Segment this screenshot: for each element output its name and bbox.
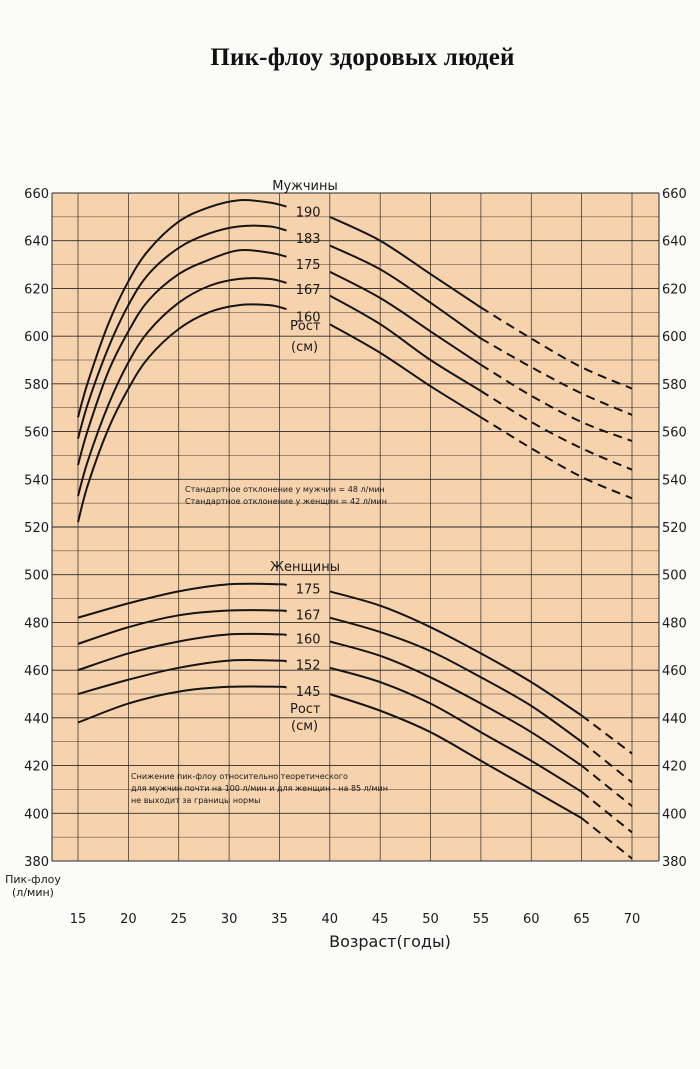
men-series-label-183: 183 [296,232,321,247]
women-series-label-152: 152 [296,659,321,674]
women-series-label-167: 167 [296,609,321,624]
series-lines [77,199,633,860]
y-tick-label-right: 400 [662,807,687,822]
men-line-190-left [77,199,287,418]
y-tick-label-left: 620 [24,282,49,297]
y-tick-label-left: 480 [24,616,49,631]
y-tick-label-left: 660 [24,187,49,202]
women-heading: Женщины [270,560,340,575]
axis-ticks: 380 380 400 400 420 420 440 440 460 460 480 480 500 5… [24,187,687,927]
women-line-167-left [77,609,288,645]
x-tick-label: 50 [422,912,439,927]
women-line-175-projected [580,714,633,755]
note-line-3: не выходит за границы нормы [131,796,260,805]
women-line-160-right [329,640,583,767]
y-tick-label-left: 600 [24,330,49,345]
men-height-label-1: Рост [290,319,321,334]
women-series-label-145: 145 [296,685,321,700]
women-line-152-projected [580,791,633,834]
men-line-160-left [77,303,287,523]
x-tick-label: 35 [271,912,288,927]
men-height-label-2: (см) [291,340,318,355]
women-line-145-right [329,693,583,819]
x-axis-label: Возраст(годы) [329,932,451,951]
x-tick-label: 60 [523,912,540,927]
men-line-183-right [329,244,482,340]
y-tick-label-left: 400 [24,807,49,822]
y-tick-label-right: 580 [662,378,687,393]
std-dev-women: Стандартное отклонение у женщин = 42 л/м… [185,497,387,506]
x-tick-label: 45 [372,912,389,927]
y-tick-label-left: 560 [24,426,49,441]
y-tick-label-left: 640 [24,235,49,250]
x-tick-label: 55 [473,912,490,927]
y-tick-label-right: 500 [662,569,687,584]
women-line-167-projected [580,740,633,784]
women-series-label-175: 175 [296,582,321,597]
y-tick-label-right: 440 [662,712,687,727]
y-tick-label-right: 460 [662,664,687,679]
y-tick-label-left: 380 [24,855,49,870]
men-series-label-175: 175 [296,258,321,273]
y-axis-label-2: (л/мин) [12,886,54,899]
note-line-1: Снижение пик-флоу относительно теоретиче… [131,772,348,781]
men-series-label-167: 167 [296,283,321,298]
men-series-label-190: 190 [296,206,321,221]
men-line-175-right [329,270,482,366]
men-line-167-right [329,294,482,392]
men-line-160-right [329,323,482,419]
x-tick-label: 15 [70,912,87,927]
y-tick-label-right: 620 [662,282,687,297]
note-line-2: для мужчин почти на 100 л/мин и для женщ… [131,784,388,793]
x-tick-label: 65 [573,912,590,927]
women-line-152-left [77,659,288,695]
women-line-145-projected [580,817,633,860]
y-tick-label-right: 480 [662,616,687,631]
men-line-183-left [77,224,287,439]
men-line-167-left [77,277,287,497]
y-tick-label-left: 540 [24,473,49,488]
women-line-152-right [329,666,583,793]
page-title: Пик-флоу здоровых людей [210,44,515,71]
x-tick-label: 30 [221,912,238,927]
y-tick-label-left: 440 [24,712,49,727]
std-dev-men: Стандартное отклонение у мужчин = 48 л/м… [185,485,385,494]
y-tick-label-left: 460 [24,664,49,679]
women-series-label-160: 160 [296,632,321,647]
x-tick-label: 70 [624,912,641,927]
y-axis-label-1: Пик-флоу [5,873,61,886]
y-tick-label-left: 500 [24,569,49,584]
men-heading: Мужчины [272,179,338,194]
x-tick-label: 20 [120,912,137,927]
women-line-175-left [77,582,288,619]
y-tick-label-right: 520 [662,521,687,536]
women-height-label-1: Рост [290,702,321,717]
series-labels: 190 183 175 167 160 175 167 160 152 145 [296,206,321,700]
x-tick-label: 25 [170,912,187,927]
men-series-label-160: 160 [296,311,321,326]
y-tick-label-right: 420 [662,760,687,775]
women-line-167-right [329,616,583,743]
women-height-label-2: (см) [291,719,318,734]
women-line-160-left [77,632,288,672]
y-tick-label-right: 600 [662,330,687,345]
y-tick-label-right: 660 [662,187,687,202]
men-line-190-right [329,215,482,309]
y-tick-label-right: 560 [662,426,687,441]
women-line-175-right [329,590,583,717]
y-tick-label-left: 520 [24,521,49,536]
men-line-175-left [77,249,287,466]
grid-lines [51,192,660,862]
women-line-145-left [77,685,288,724]
y-tick-label-left: 580 [24,378,49,393]
y-tick-label-left: 420 [24,760,49,775]
y-tick-label-right: 380 [662,855,687,870]
women-line-160-projected [580,764,633,807]
x-tick-label: 40 [322,912,339,927]
y-tick-label-right: 540 [662,473,687,488]
y-tick-label-right: 640 [662,235,687,250]
